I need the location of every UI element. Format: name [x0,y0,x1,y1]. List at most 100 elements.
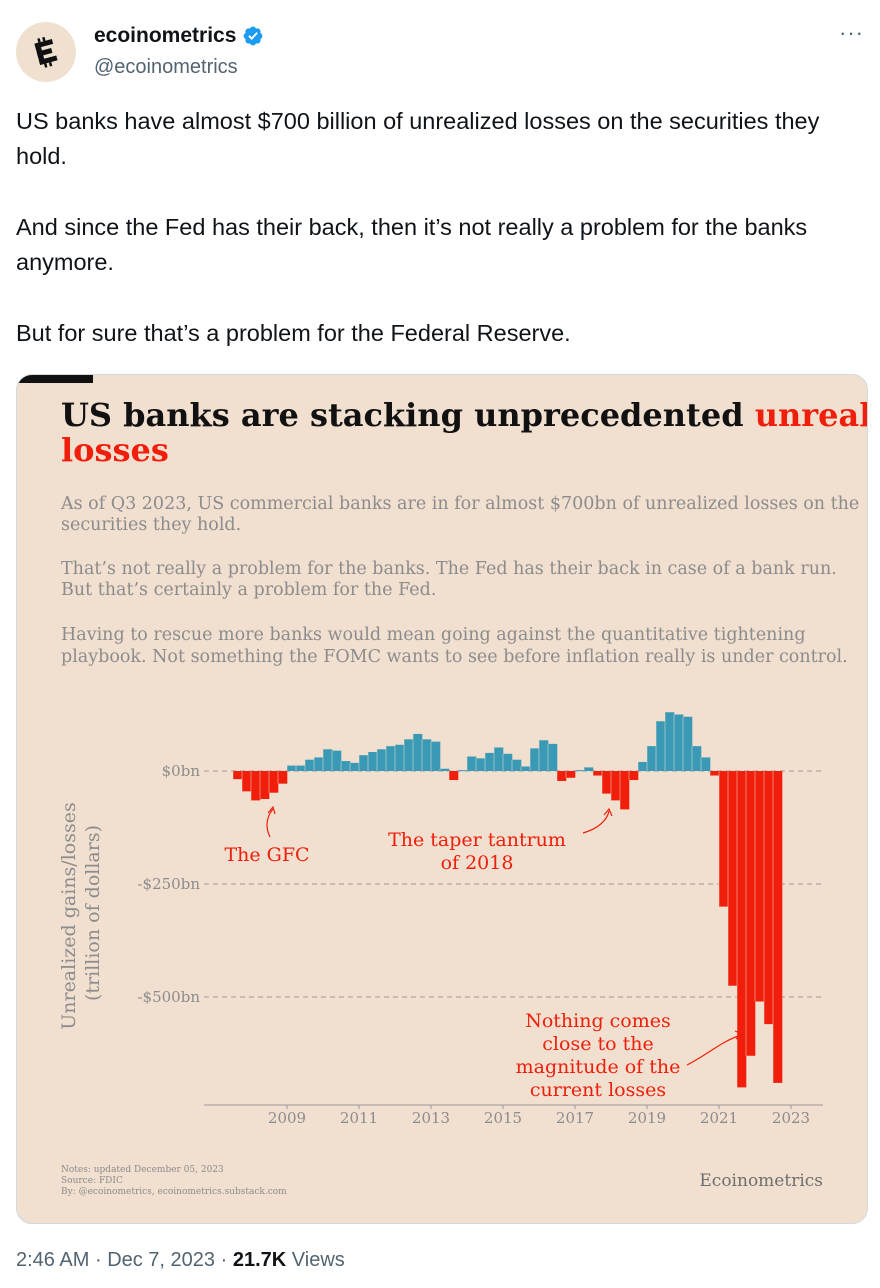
annotation-taper-tantrum: of 2018 [441,852,514,874]
tweet-paragraph: And since the Fed has their back, then i… [16,214,808,275]
bar [692,746,702,771]
x-tick-label: 2015 [484,1109,522,1127]
annotation-arrowhead-current [734,1030,744,1040]
bar [620,771,630,810]
bar [305,759,315,771]
bar [638,761,648,771]
infographic: US banks are stacking unprecedented unre… [17,375,867,1223]
bar [557,771,567,781]
bitcoin-e-logo-icon [34,36,58,68]
bar [548,743,558,771]
infographic-brand: Ecoinometrics [699,1171,823,1191]
annotation-current-losses: close to the [542,1033,653,1055]
bar [728,771,738,986]
bar [737,771,747,1088]
verified-badge-icon[interactable] [242,25,264,47]
bar [458,770,468,772]
bar [665,712,675,771]
bar [251,771,261,801]
annotation-gfc: The GFC [224,844,309,866]
tweet-metadata: 2:46 AM · Dec 7, 2023 · 21.7K Views [16,1249,345,1272]
tweet-time[interactable]: 2:46 AM [16,1249,90,1271]
annotation-current-losses: Nothing comes [525,1010,671,1032]
bar [359,755,369,771]
chart-annotations: The GFC The taper tantrum of 2018 Nothin… [224,805,744,1101]
annotation-current-losses: current losses [530,1079,666,1101]
bar [296,765,306,771]
bar [476,758,486,771]
note-line: By: @ecoinometrics, ecoinometrics.substa… [61,1187,287,1197]
note-line: Source: FDIC [61,1176,123,1186]
bar [656,721,666,771]
bar [467,756,477,771]
tweet-date[interactable]: Dec 7, 2023 [107,1249,216,1271]
x-tick-label: 2011 [340,1109,378,1127]
bar [593,771,603,776]
annotation-arrow-current [686,1034,742,1066]
x-tick-label: 2019 [628,1109,666,1127]
infographic-notes: Notes: updated December 05, 2023 Source:… [61,1165,287,1197]
more-options-button[interactable]: ··· [839,20,864,45]
bar [674,714,684,771]
bar [404,739,414,771]
bar [773,771,783,1083]
tweet-paragraph: US banks have almost $700 billion of unr… [16,108,820,169]
bar [710,771,720,776]
annotation-arrow-gfc [266,808,274,838]
avatar[interactable] [16,22,76,82]
top-accent-bar [17,375,93,383]
tweet-text: US banks have almost $700 billion of unr… [16,104,866,351]
note-line: Notes: updated December 05, 2023 [61,1165,224,1175]
annotation-current-losses: magnitude of the [516,1056,681,1078]
bar [431,741,441,771]
chart-y-ticks: $0bn -$250bn -$500bn [137,762,200,1006]
views-label: Views [291,1249,345,1271]
title-red-line-2: losses [61,431,169,469]
y-tick-label: $0bn [162,762,201,780]
bar [350,762,360,771]
bar [566,771,576,778]
bar [539,740,549,771]
bar [719,771,729,907]
bar [278,771,288,784]
bar [260,771,270,800]
bar [413,733,423,771]
bar [368,752,378,771]
bar [287,765,297,771]
bar [233,771,243,780]
tweet-paragraph: But for sure that’s a problem for the Fe… [16,320,571,346]
author-display-name[interactable]: ecoinometrics [94,24,237,47]
description-line: playbook. Not something the FOMC wants t… [61,647,848,667]
views-count: 21.7K [232,1249,287,1271]
infographic-description: As of Q3 2023, US commercial banks are i… [60,494,859,667]
annotation-arrowhead-taper [603,807,613,817]
bar [701,757,711,771]
description-line: That’s not really a problem for the bank… [61,559,837,579]
bar [575,770,585,772]
bar [530,748,540,771]
bar [494,747,504,771]
author-handle[interactable]: @ecoinometrics [94,56,238,78]
bar [440,768,450,771]
bar [242,771,252,792]
x-tick-label: 2013 [412,1109,450,1127]
y-tick-label: -$250bn [137,875,200,893]
bar [485,752,495,771]
title-black: US banks are stacking unprecedented [61,396,744,434]
bar [746,771,756,1056]
separator: · [220,1249,228,1271]
x-tick-label: 2021 [700,1109,738,1127]
x-tick-label: 2023 [772,1109,810,1127]
tweet-media-image[interactable]: US banks are stacking unprecedented unre… [16,374,868,1224]
bar [755,771,765,1002]
bar [449,771,459,781]
description-line: But that’s certainly a problem for the F… [61,580,436,600]
x-tick-label: 2017 [556,1109,594,1127]
separator: · [94,1249,102,1271]
chart-bars [232,712,783,1088]
infographic-title: US banks are stacking unprecedented unre… [61,396,867,434]
y-axis-label: Unrealized gains/losses (trillion of dol… [58,796,104,1030]
annotation-arrowhead-gfc [267,805,276,815]
bar [584,767,594,771]
bar [629,771,639,781]
